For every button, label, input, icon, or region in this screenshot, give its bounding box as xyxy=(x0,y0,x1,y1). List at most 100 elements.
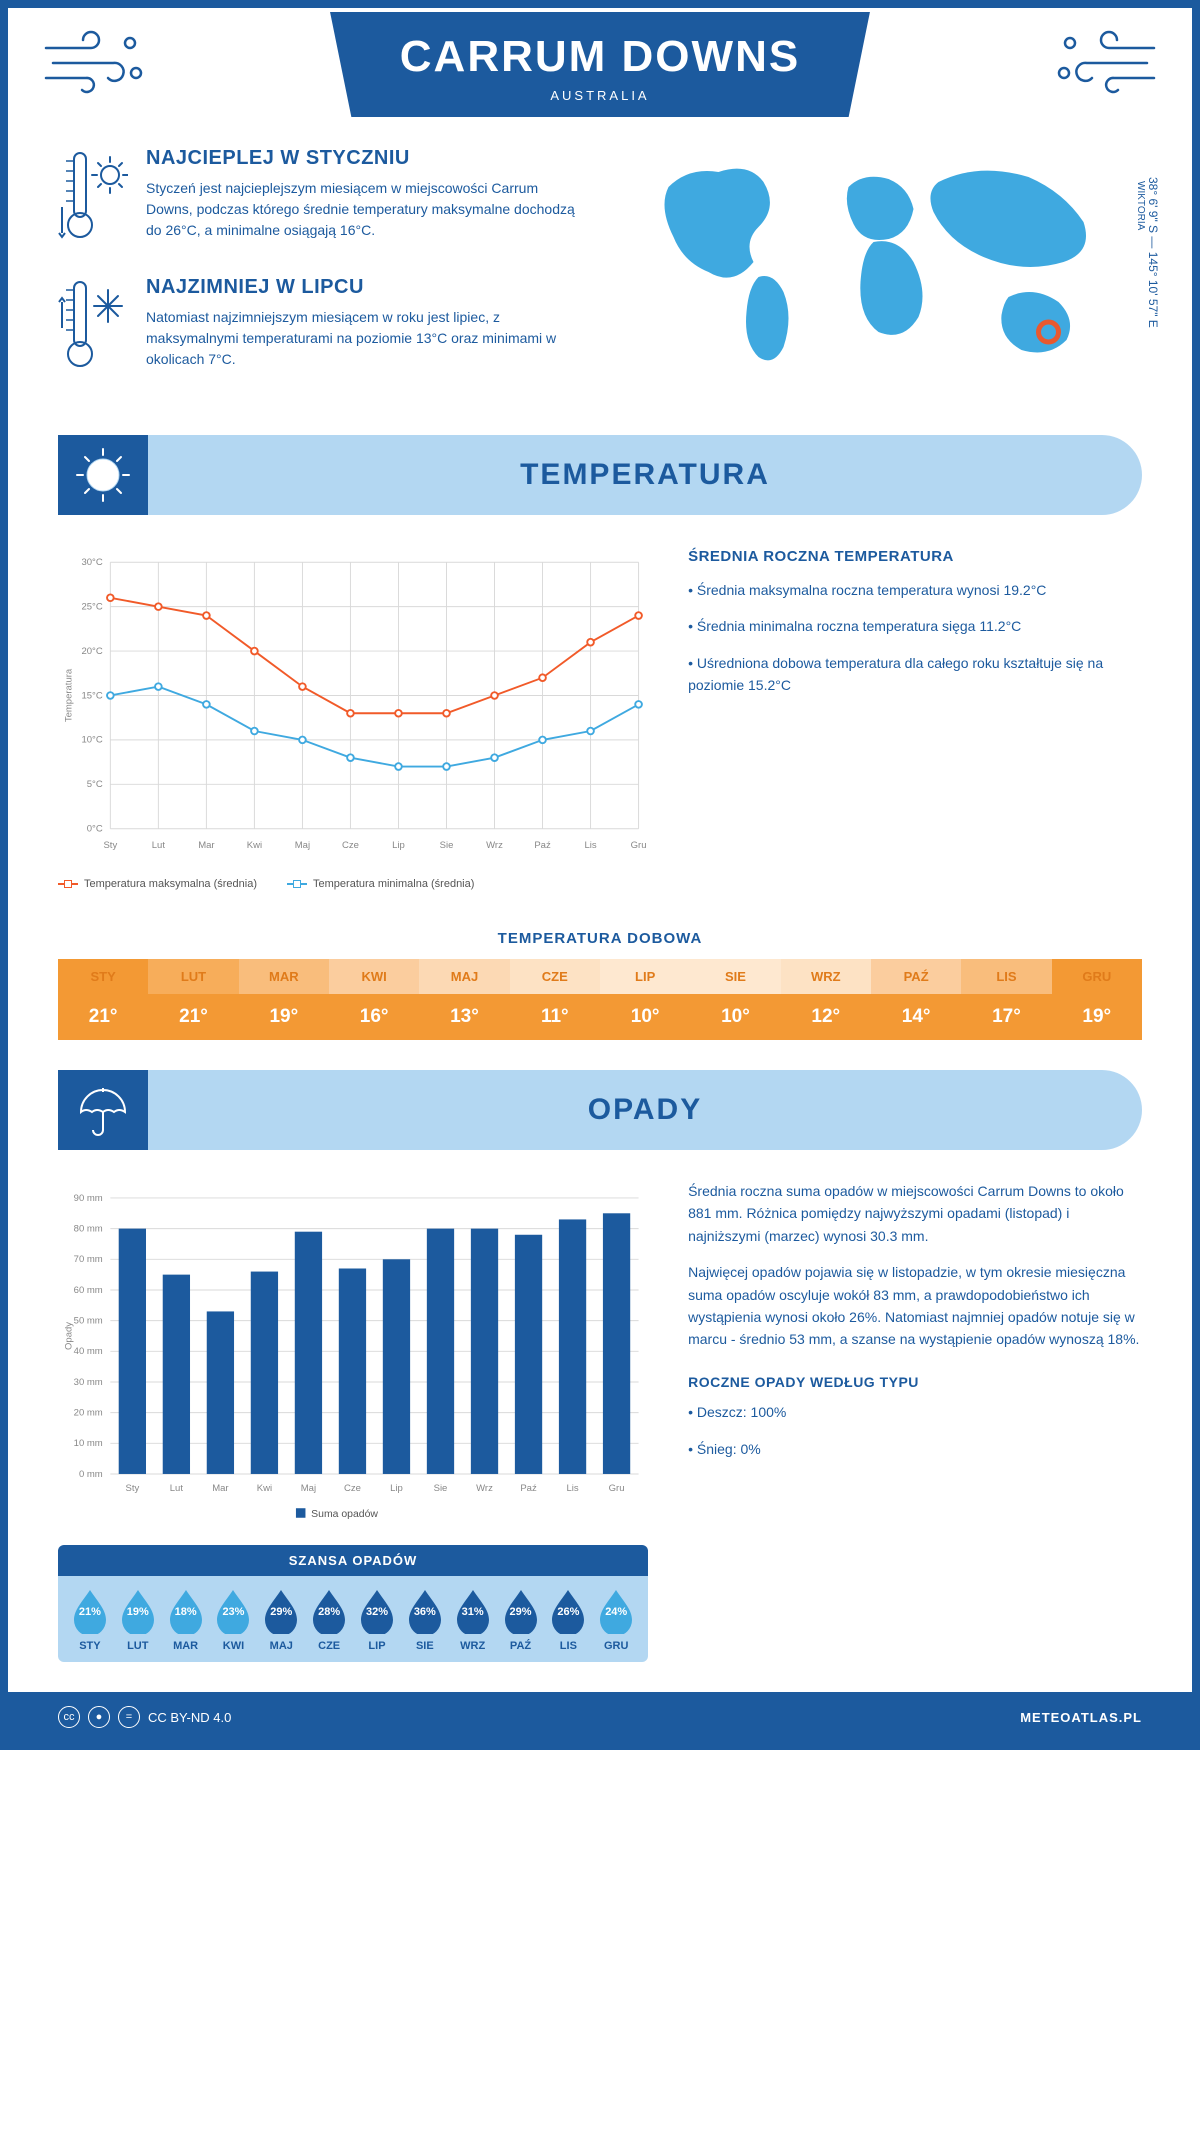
svg-text:80 mm: 80 mm xyxy=(74,1223,103,1234)
temperature-section-header: TEMPERATURA xyxy=(58,435,1142,515)
info-left: NAJCIEPLEJ W STYCZNIU Styczeń jest najci… xyxy=(58,147,585,405)
header-wrap: CARRUM DOWNS AUSTRALIA xyxy=(8,8,1192,117)
svg-text:Sty: Sty xyxy=(125,1483,139,1494)
svg-text:70 mm: 70 mm xyxy=(74,1254,103,1265)
site-name: METEOATLAS.PL xyxy=(1020,1710,1142,1725)
rain-text: Średnia roczna suma opadów w miejscowośc… xyxy=(688,1180,1142,1662)
temp-section-title: TEMPERATURA xyxy=(148,458,1142,492)
legend-max-label: Temperatura maksymalna (średnia) xyxy=(84,878,257,890)
rain-chance-body: 21% STY 19% LUT 18% MAR 23% KWI xyxy=(58,1576,648,1662)
rain-type-title: ROCZNE OPADY WEDŁUG TYPU xyxy=(688,1371,1142,1393)
rain-drop-cell: 28% CZE xyxy=(305,1588,353,1652)
legend-min-label: Temperatura minimalna (średnia) xyxy=(313,878,474,890)
svg-text:Maj: Maj xyxy=(301,1483,316,1494)
wind-icon xyxy=(1052,28,1162,103)
temp-bullet-3: • Uśredniona dobowa temperatura dla całe… xyxy=(688,652,1142,697)
umbrella-icon xyxy=(58,1078,148,1142)
svg-text:Lip: Lip xyxy=(390,1483,403,1494)
svg-text:Wrz: Wrz xyxy=(486,840,503,851)
svg-text:30°C: 30°C xyxy=(81,557,102,568)
svg-text:Paź: Paź xyxy=(534,840,551,851)
svg-text:Wrz: Wrz xyxy=(476,1483,493,1494)
svg-text:0 mm: 0 mm xyxy=(79,1469,103,1480)
svg-text:Paź: Paź xyxy=(520,1483,537,1494)
warmest-block: NAJCIEPLEJ W STYCZNIU Styczeń jest najci… xyxy=(58,147,585,252)
temp-cell: WRZ 12° xyxy=(781,959,871,1040)
svg-text:Kwi: Kwi xyxy=(247,840,262,851)
temp-cell: CZE 11° xyxy=(510,959,600,1040)
daily-temp-title: TEMPERATURA DOBOWA xyxy=(8,930,1192,947)
svg-text:Kwi: Kwi xyxy=(257,1483,272,1494)
rain-drop-cell: 18% MAR xyxy=(162,1588,210,1652)
svg-text:Suma opadów: Suma opadów xyxy=(311,1509,378,1520)
temp-cell: LIP 10° xyxy=(600,959,690,1040)
header: CARRUM DOWNS AUSTRALIA xyxy=(245,12,955,117)
rain-drop-cell: 19% LUT xyxy=(114,1588,162,1652)
svg-text:Lip: Lip xyxy=(392,840,405,851)
temp-cell: SIE 10° xyxy=(690,959,780,1040)
svg-text:Mar: Mar xyxy=(198,840,214,851)
svg-text:Temperatura: Temperatura xyxy=(63,668,74,722)
svg-text:Lis: Lis xyxy=(584,840,596,851)
location-country: AUSTRALIA xyxy=(245,88,955,103)
temp-text-title: ŚREDNIA ROCZNA TEMPERATURA xyxy=(688,545,1142,569)
svg-text:30 mm: 30 mm xyxy=(74,1377,103,1388)
svg-text:15°C: 15°C xyxy=(81,690,102,701)
rain-drop-cell: 24% GRU xyxy=(592,1588,640,1652)
rain-drop-cell: 29% MAJ xyxy=(257,1588,305,1652)
rain-bar-chart: 0 mm10 mm20 mm30 mm40 mm50 mm60 mm70 mm8… xyxy=(58,1180,648,1530)
license-block: cc ● = CC BY-ND 4.0 xyxy=(58,1706,231,1728)
svg-text:Lut: Lut xyxy=(152,840,166,851)
coldest-title: NAJZIMNIEJ W LIPCU xyxy=(146,276,585,299)
info-section: NAJCIEPLEJ W STYCZNIU Styczeń jest najci… xyxy=(8,117,1192,425)
temp-bullet-2: • Średnia minimalna roczna temperatura s… xyxy=(688,615,1142,637)
rain-para-1: Średnia roczna suma opadów w miejscowośc… xyxy=(688,1180,1142,1247)
svg-text:Maj: Maj xyxy=(295,840,310,851)
rain-drop-cell: 31% WRZ xyxy=(449,1588,497,1652)
wind-icon xyxy=(38,28,148,103)
footer: cc ● = CC BY-ND 4.0 METEOATLAS.PL xyxy=(8,1692,1192,1742)
world-map-icon xyxy=(615,147,1142,377)
rain-drop-cell: 32% LIP xyxy=(353,1588,401,1652)
rain-chance-title: SZANSA OPADÓW xyxy=(58,1545,648,1576)
rain-type-1: • Deszcz: 100% xyxy=(688,1401,1142,1423)
coldest-body: Natomiast najzimniejszym miesiącem w rok… xyxy=(146,307,585,370)
temp-content: 0°C5°C10°C15°C20°C25°C30°CStyLutMarKwiMa… xyxy=(8,535,1192,920)
temp-cell: PAŹ 14° xyxy=(871,959,961,1040)
svg-text:Sie: Sie xyxy=(434,1483,448,1494)
svg-text:Lut: Lut xyxy=(170,1483,184,1494)
daily-temp-table: STY 21° LUT 21° MAR 19° KWI 16° MAJ 13° … xyxy=(58,959,1142,1040)
temp-cell: LUT 21° xyxy=(148,959,238,1040)
rain-type-block: ROCZNE OPADY WEDŁUG TYPU • Deszcz: 100% … xyxy=(688,1371,1142,1460)
svg-text:10°C: 10°C xyxy=(81,735,102,746)
rain-section-header: OPADY xyxy=(58,1070,1142,1150)
svg-text:25°C: 25°C xyxy=(81,602,102,613)
region-label: WIKTORIA xyxy=(1135,181,1146,328)
coordinates: 38° 6' 9" S — 145° 10' 57" E WIKTORIA xyxy=(1135,177,1160,328)
coords-text: 38° 6' 9" S — 145° 10' 57" E xyxy=(1146,177,1160,328)
rain-drop-cell: 23% KWI xyxy=(210,1588,258,1652)
temp-cell: LIS 17° xyxy=(961,959,1051,1040)
svg-text:Sty: Sty xyxy=(103,840,117,851)
svg-text:Cze: Cze xyxy=(342,840,359,851)
svg-text:20°C: 20°C xyxy=(81,646,102,657)
temp-chart: 0°C5°C10°C15°C20°C25°C30°CStyLutMarKwiMa… xyxy=(58,545,648,890)
nd-icon: = xyxy=(118,1706,140,1728)
svg-text:Lis: Lis xyxy=(566,1483,578,1494)
svg-text:Cze: Cze xyxy=(344,1483,361,1494)
svg-text:50 mm: 50 mm xyxy=(74,1315,103,1326)
rain-drop-cell: 21% STY xyxy=(66,1588,114,1652)
page: CARRUM DOWNS AUSTRALIA NAJCIEPLEJ W STYC… xyxy=(0,0,1200,1750)
rain-content: 0 mm10 mm20 mm30 mm40 mm50 mm60 mm70 mm8… xyxy=(8,1170,1192,1692)
svg-text:Mar: Mar xyxy=(212,1483,228,1494)
rain-chart-col: 0 mm10 mm20 mm30 mm40 mm50 mm60 mm70 mm8… xyxy=(58,1180,648,1662)
by-icon: ● xyxy=(88,1706,110,1728)
temp-bullet-1: • Średnia maksymalna roczna temperatura … xyxy=(688,579,1142,601)
warmest-title: NAJCIEPLEJ W STYCZNIU xyxy=(146,147,585,170)
rain-type-2: • Śnieg: 0% xyxy=(688,1438,1142,1460)
svg-text:5°C: 5°C xyxy=(87,779,103,790)
rain-drop-cell: 36% SIE xyxy=(401,1588,449,1652)
sun-icon xyxy=(58,443,148,507)
svg-text:40 mm: 40 mm xyxy=(74,1346,103,1357)
temp-cell: KWI 16° xyxy=(329,959,419,1040)
